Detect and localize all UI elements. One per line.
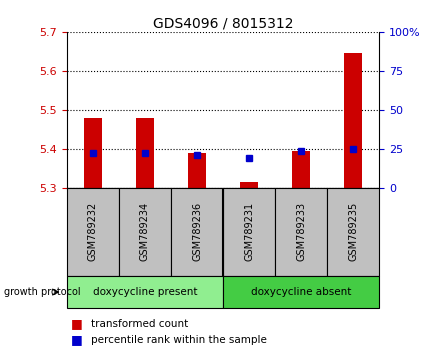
- Bar: [171, 188, 223, 276]
- Bar: [119, 188, 171, 276]
- Text: GSM789235: GSM789235: [347, 202, 357, 262]
- Text: percentile rank within the sample: percentile rank within the sample: [90, 335, 266, 345]
- Text: doxycycline present: doxycycline present: [92, 287, 197, 297]
- Text: GSM789236: GSM789236: [191, 202, 202, 262]
- Text: growth protocol: growth protocol: [4, 287, 81, 297]
- Text: ■: ■: [71, 318, 83, 330]
- Bar: [274, 188, 326, 276]
- Bar: [135, 118, 154, 188]
- Bar: [292, 151, 310, 188]
- Text: GSM789231: GSM789231: [243, 202, 254, 262]
- Bar: [83, 118, 102, 188]
- Bar: [343, 53, 362, 188]
- Text: GSM789234: GSM789234: [140, 202, 150, 262]
- Text: ■: ■: [71, 333, 83, 346]
- Bar: [67, 188, 119, 276]
- Bar: [187, 153, 206, 188]
- Title: GDS4096 / 8015312: GDS4096 / 8015312: [153, 17, 292, 31]
- Bar: [240, 182, 258, 188]
- Bar: [223, 188, 274, 276]
- Text: transformed count: transformed count: [90, 319, 187, 329]
- Bar: [67, 276, 223, 308]
- Text: doxycycline absent: doxycycline absent: [250, 287, 350, 297]
- Text: GSM789232: GSM789232: [88, 202, 98, 262]
- Text: GSM789233: GSM789233: [295, 202, 305, 262]
- Bar: [326, 188, 378, 276]
- Bar: [223, 276, 378, 308]
